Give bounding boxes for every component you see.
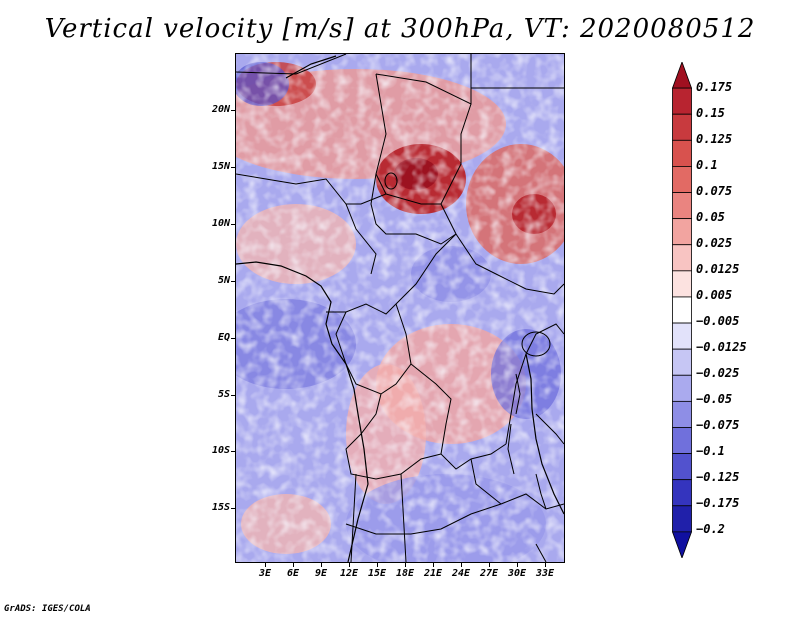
colorbar-label: 0.025 [696,236,733,250]
lon-tick-6e [293,562,294,567]
colorbar-swatch [672,244,692,272]
lat-tick-15s [231,508,236,509]
colorbar-label: −0.2 [696,522,725,536]
map-panel[interactable] [236,54,564,562]
colorbar-swatch [672,192,692,220]
lon-tick-33e [545,562,546,567]
colorbar-label: −0.005 [696,314,740,328]
colorbar-swatch [672,322,692,350]
colorbar-swatch [672,218,692,246]
lat-tick-20n [231,110,236,111]
country-borders [236,54,564,562]
lon-label-6e: 6E [286,568,300,579]
colorbar-label: −0.125 [696,470,740,484]
grads-credit: GrADS: IGES/COLA [4,604,91,614]
colorbar-swatch [672,296,692,324]
colorbar-label: −0.175 [696,496,740,510]
lon-tick-9e [321,562,322,567]
colorbar-label: 0.005 [696,288,733,302]
lon-tick-18e [405,562,406,567]
lon-label-15e: 15E [367,568,387,579]
lon-tick-30e [517,562,518,567]
colorbar-swatch [672,166,692,193]
lat-label-5s: 5S [217,389,230,400]
lon-label-30e: 30E [507,568,527,579]
colorbar-swatches [672,62,692,558]
colorbar-swatch [672,139,692,167]
colorbar-label: 0.0125 [696,262,740,276]
colorbar-swatch [672,113,692,141]
colorbar-swatch [672,62,692,89]
colorbar-swatch [672,87,692,115]
colorbar-swatch [672,453,692,481]
lon-label-9e: 9E [314,568,328,579]
lon-label-18e: 18E [395,568,415,579]
lon-label-27e: 27E [479,568,499,579]
lon-label-24e: 24E [451,568,471,579]
lat-label-15s: 15S [211,502,230,513]
coastline [236,55,564,562]
lat-label-15n: 15N [211,161,230,172]
lat-tick-5s [231,395,236,396]
colorbar-swatch [672,505,692,533]
lon-label-12e: 12E [339,568,359,579]
colorbar-swatch [672,400,692,428]
field-speckle [236,54,564,562]
colorbar-label: 0.15 [696,106,725,120]
colorbar-label: −0.1 [696,444,725,458]
colorbar-label: −0.025 [696,366,740,380]
colorbar-swatch [672,531,692,558]
lon-tick-21e [433,562,434,567]
lat-tick-5n [231,281,236,282]
colorbar-label: 0.075 [696,184,733,198]
lon-tick-24e [461,562,462,567]
lakes [384,172,551,510]
lat-label-5n: 5N [217,275,230,286]
colorbar-swatch [672,348,692,376]
lat-tick-15n [231,167,236,168]
colorbar-swatch [672,374,692,402]
colorbar-label: −0.05 [696,392,733,406]
colorbar-label: −0.0125 [696,340,747,354]
lon-tick-15e [377,562,378,567]
lon-label-21e: 21E [423,568,443,579]
lat-label-10n: 10N [211,218,230,229]
lat-tick-10n [231,224,236,225]
colorbar-swatch [672,270,692,298]
colorbar-label: 0.175 [696,80,733,94]
colorbar [672,62,692,558]
lon-tick-3e [265,562,266,567]
lon-label-3e: 3E [258,568,272,579]
map-title: Vertical velocity [m/s] at 300hPa, VT: 2… [44,14,756,44]
vertical-velocity-field [236,54,564,562]
lon-tick-27e [489,562,490,567]
lat-label-10s: 10S [211,445,230,456]
colorbar-label: −0.075 [696,418,740,432]
colorbar-label: 0.1 [696,158,718,172]
lat-label-eq: EQ [217,332,230,343]
lon-tick-12e [349,562,350,567]
colorbar-swatch [672,479,692,507]
lat-tick-eq [231,338,236,339]
colorbar-label: 0.125 [696,132,733,146]
lat-label-20n: 20N [211,104,230,115]
colorbar-swatch [672,427,692,454]
colorbar-label: 0.05 [696,210,725,224]
lat-tick-10s [231,451,236,452]
lon-label-33e: 33E [535,568,555,579]
